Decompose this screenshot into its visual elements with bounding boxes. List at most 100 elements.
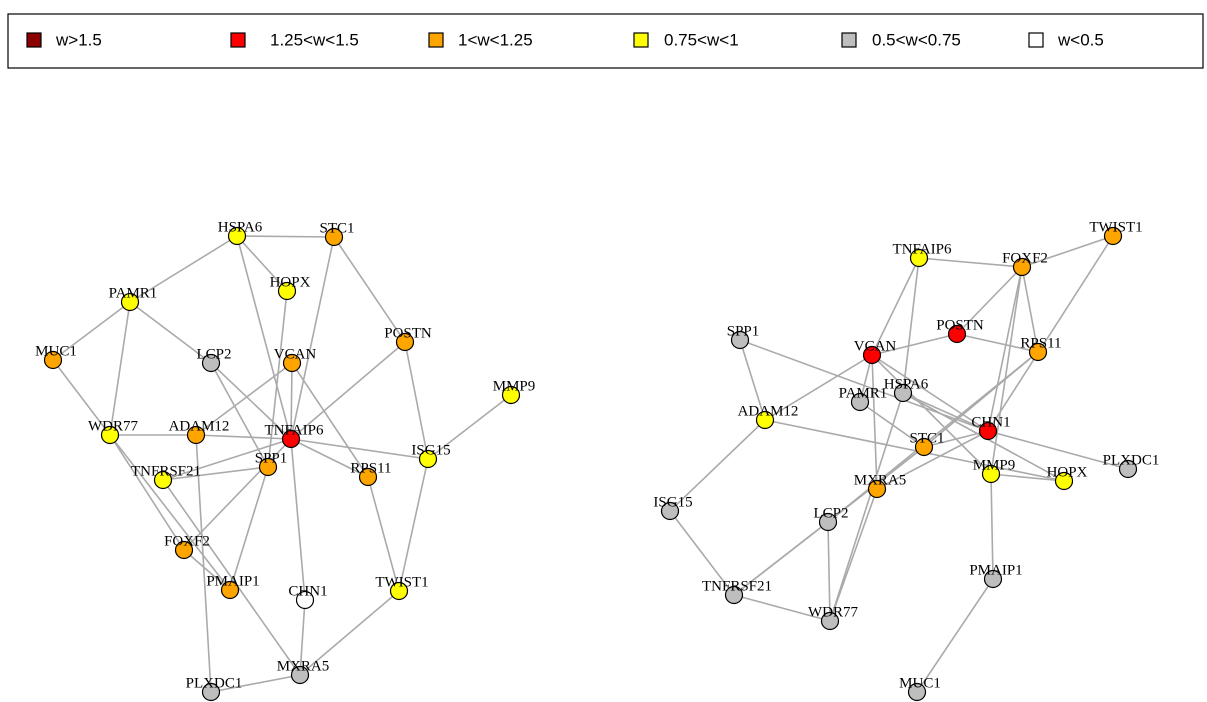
- edge: [52, 359, 111, 436]
- node: [295, 590, 315, 610]
- node: [282, 353, 302, 373]
- edge: [829, 392, 904, 622]
- legend-swatch: [26, 32, 42, 48]
- node: [1103, 226, 1123, 246]
- edge: [871, 354, 878, 490]
- edge: [902, 257, 920, 394]
- node: [867, 479, 887, 499]
- edge: [162, 466, 269, 481]
- edge: [162, 479, 301, 676]
- node-label: CHN1: [288, 583, 327, 599]
- node: [818, 512, 838, 532]
- edge: [859, 401, 925, 448]
- edge: [162, 438, 292, 481]
- node: [501, 385, 521, 405]
- edge: [1021, 266, 1039, 353]
- node-label: POSTN: [384, 325, 432, 341]
- node: [1118, 459, 1138, 479]
- edge: [129, 235, 238, 303]
- edge: [427, 394, 512, 460]
- edge: [987, 430, 1129, 470]
- legend-label: 0.75<w<1: [664, 30, 739, 49]
- edge: [990, 473, 1065, 482]
- edge: [829, 488, 878, 622]
- legend-swatch: [633, 32, 649, 48]
- edge: [236, 235, 335, 238]
- edge: [916, 578, 994, 693]
- node-label: ADAM12: [169, 418, 230, 434]
- node: [1054, 471, 1074, 491]
- node-label: TWIST1: [1089, 219, 1142, 235]
- edge: [290, 236, 335, 440]
- node-label: STC1: [909, 430, 944, 446]
- node-label: RPS11: [350, 460, 391, 476]
- node-label: PMAIP1: [206, 573, 259, 589]
- node-label: FOXF2: [164, 533, 210, 549]
- edge: [404, 341, 429, 460]
- edge: [210, 362, 292, 440]
- edge: [290, 438, 369, 478]
- node-label: LCP2: [813, 505, 848, 521]
- node-label: ADAM12: [738, 403, 799, 419]
- edge: [956, 333, 1039, 353]
- edge: [733, 594, 831, 622]
- node: [281, 429, 301, 449]
- edge: [669, 419, 766, 512]
- node-label: ISG15: [411, 442, 450, 458]
- node: [862, 345, 882, 365]
- node-label: PAMR1: [839, 385, 888, 401]
- edge: [183, 549, 231, 591]
- edge: [299, 590, 400, 676]
- node-label: PLXDC1: [1103, 452, 1160, 468]
- node-label: MMP9: [493, 378, 536, 394]
- edge: [990, 266, 1023, 475]
- legend-label: 0.5<w<0.75: [872, 30, 961, 49]
- edge: [109, 434, 231, 591]
- node: [907, 682, 927, 702]
- edge: [987, 266, 1023, 432]
- node-label: HSPA6: [884, 376, 929, 392]
- legend-swatch: [428, 32, 444, 48]
- node-label: HOPX: [270, 274, 311, 290]
- edge: [229, 466, 269, 591]
- node: [755, 410, 775, 430]
- legend-box: [7, 13, 1204, 69]
- node: [947, 324, 967, 344]
- node-label: PLXDC1: [186, 675, 243, 691]
- node-label: MMP9: [973, 457, 1016, 473]
- legend-swatch: [841, 32, 857, 48]
- edge: [987, 235, 1114, 432]
- node: [730, 330, 750, 350]
- edge: [739, 339, 766, 421]
- edge: [290, 341, 406, 440]
- node-label: VCAN: [854, 338, 897, 354]
- node: [120, 292, 140, 312]
- edge: [290, 362, 293, 440]
- edge: [871, 257, 920, 356]
- legend-swatch: [230, 32, 246, 48]
- edge: [195, 362, 293, 436]
- node: [201, 353, 221, 373]
- edge: [1021, 235, 1114, 268]
- legend-swatch: [1028, 32, 1044, 48]
- legend-label: w>1.5: [55, 30, 102, 49]
- edge: [291, 362, 369, 478]
- node: [258, 457, 278, 477]
- node: [893, 383, 913, 403]
- node: [418, 449, 438, 469]
- edge: [52, 301, 131, 361]
- node-label: TNFAIP6: [265, 422, 324, 438]
- node: [1028, 342, 1048, 362]
- edge: [333, 236, 406, 343]
- node: [983, 569, 1003, 589]
- node: [389, 581, 409, 601]
- legend-label: 1.25<w<1.5: [270, 30, 359, 49]
- legend-label: 1<w<1.25: [458, 30, 533, 49]
- node-label: RPS11: [1020, 335, 1061, 351]
- edge: [299, 599, 306, 676]
- node-label: STC1: [319, 220, 354, 236]
- node: [981, 464, 1001, 484]
- node: [324, 227, 344, 247]
- edge: [923, 351, 1039, 448]
- edge: [669, 510, 735, 596]
